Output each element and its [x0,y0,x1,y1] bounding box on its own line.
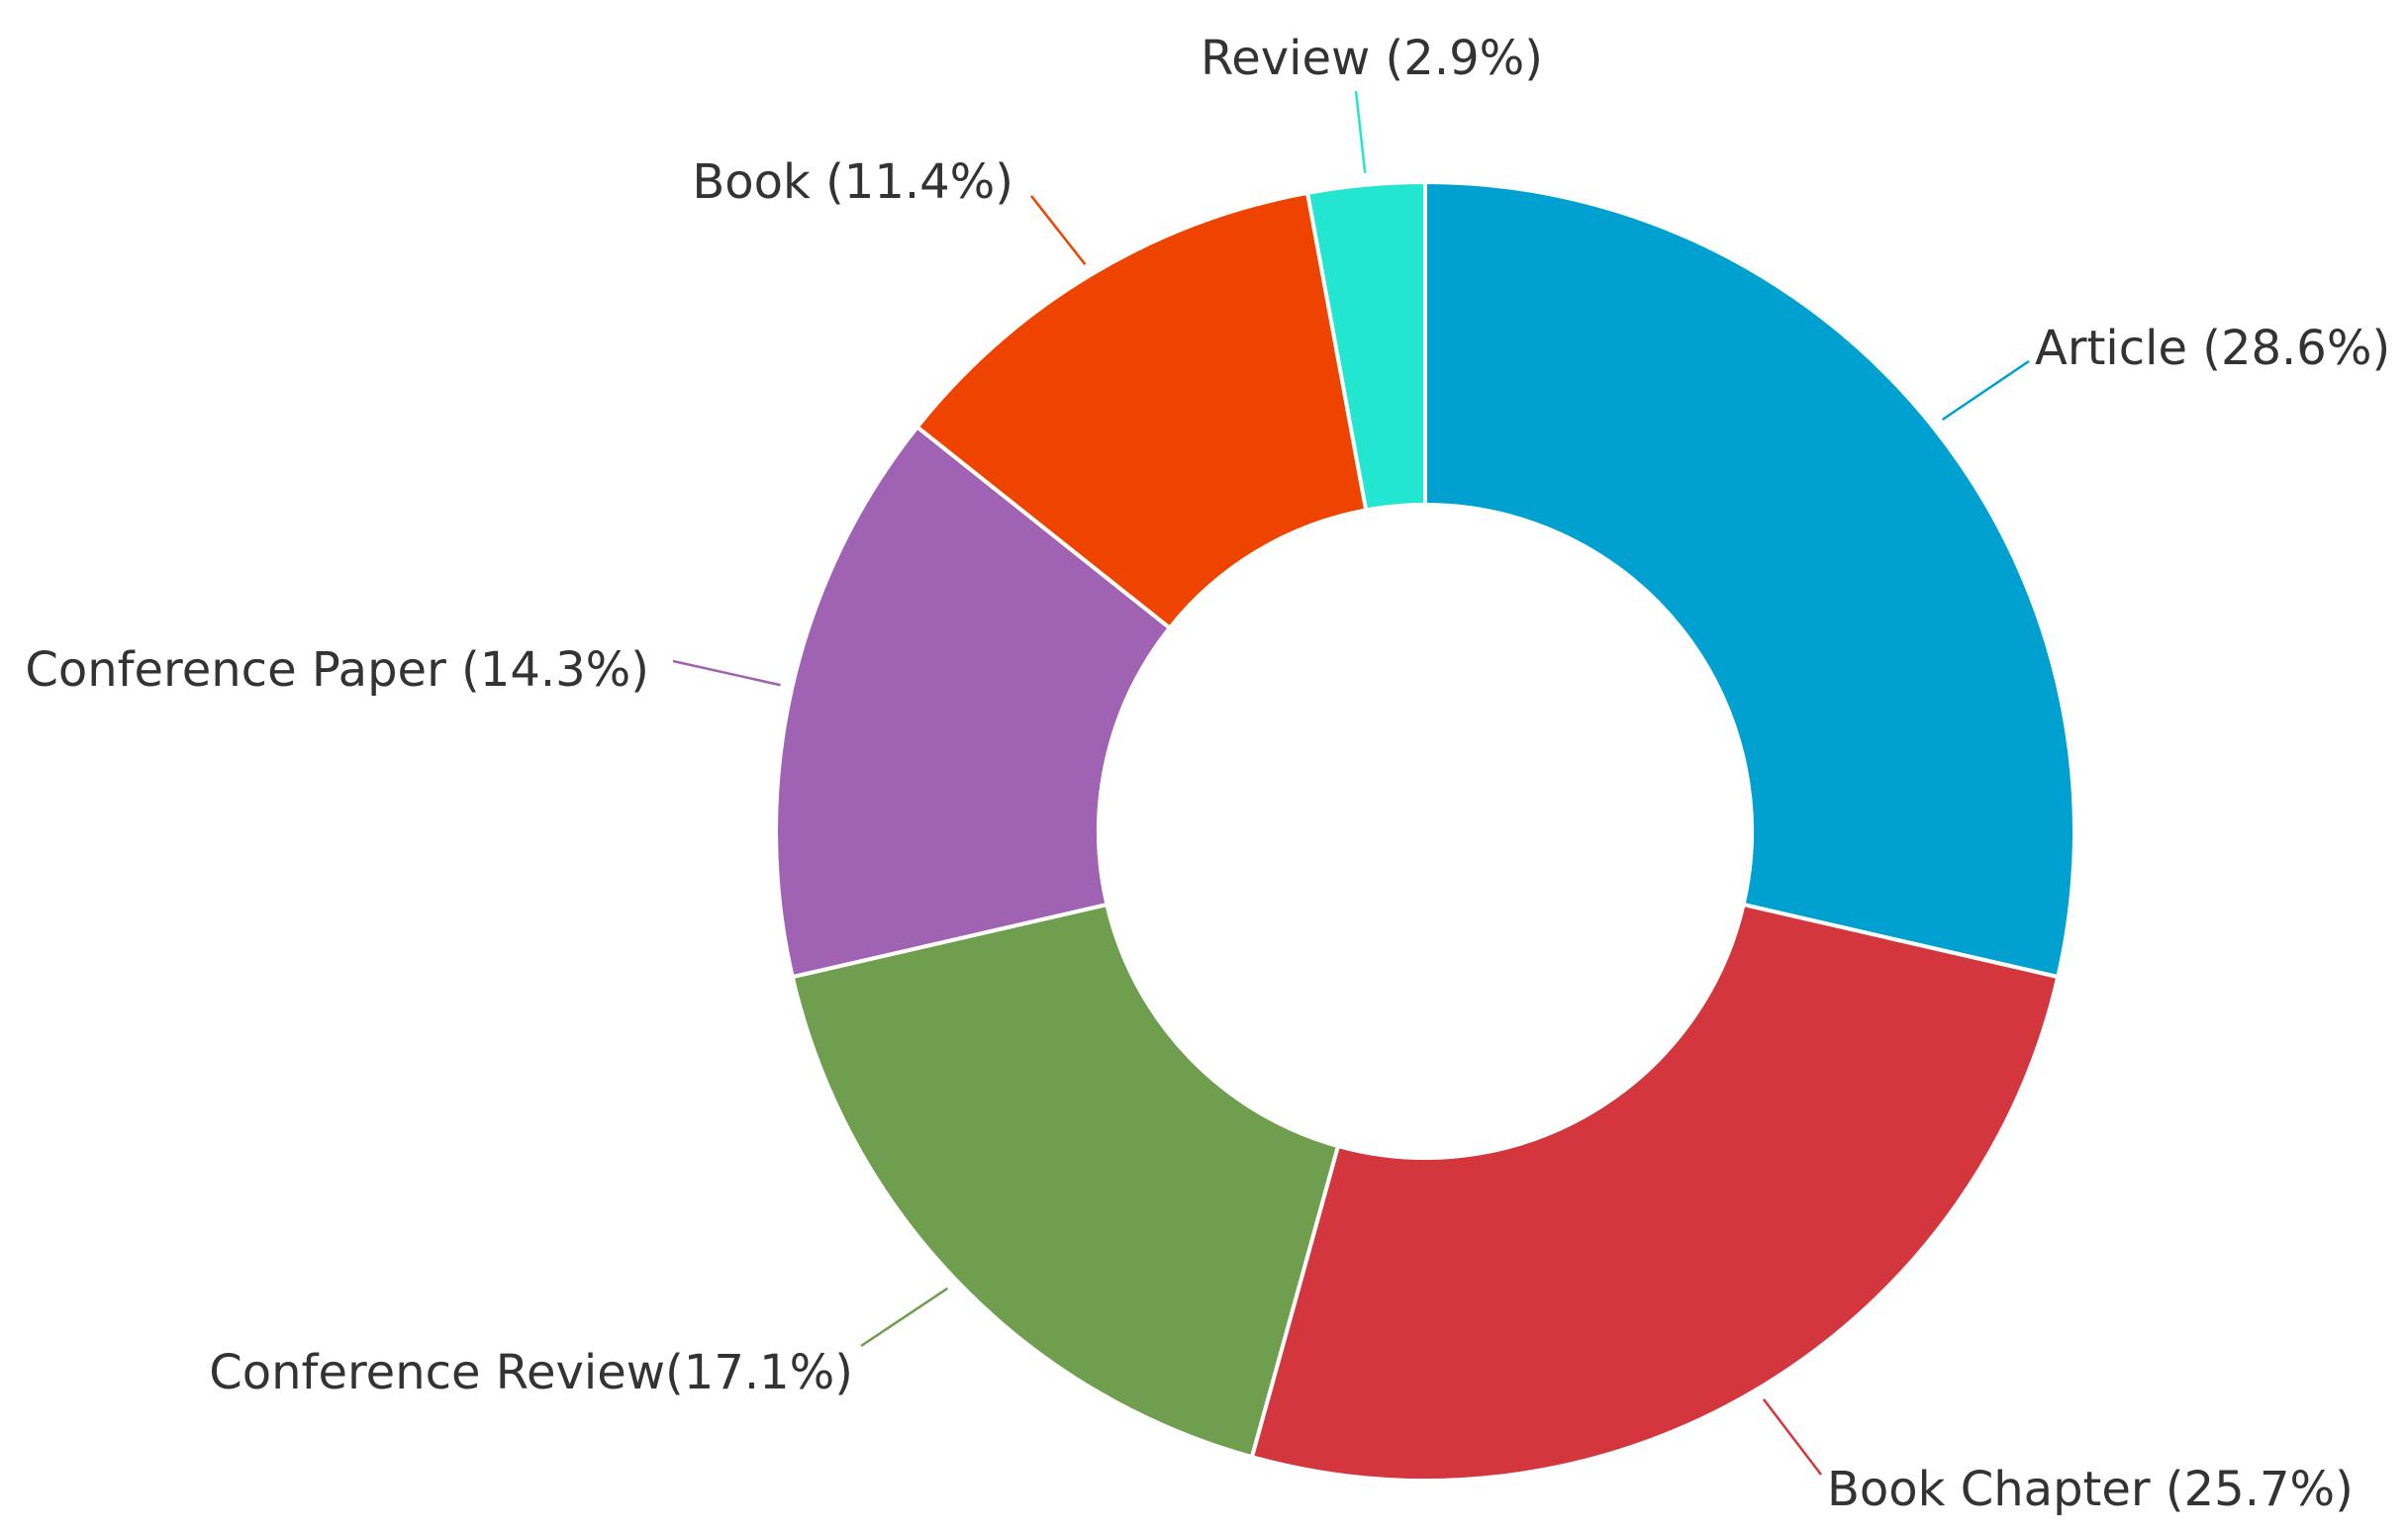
slices-layer [774,179,2076,1483]
labels-layer: Article (28.6%) Book Chapter (25.7%) Confe… [25,31,2390,1517]
slice-article[interactable] [1423,179,2076,980]
label-review: Review (2.9%) [1201,31,1543,86]
slice-book-chapter[interactable] [1249,902,2061,1483]
leader-line-article [1941,359,2030,422]
leader-line-conference-review [860,1287,949,1348]
label-article: Article (28.6%) [2035,321,2390,376]
leader-lines-layer [672,90,2030,1476]
label-book-chapter: Book Chapter (25.7%) [1827,1462,2354,1517]
leader-line-book-chapter [1762,1398,1822,1476]
leader-line-conference-paper [672,659,781,687]
label-book: Book (11.4%) [692,154,1013,210]
leader-line-review [1354,90,1367,173]
label-conference-paper: Conference Paper (14.3%) [25,642,649,698]
slice-conference-paper[interactable] [774,424,1173,980]
slice-review[interactable] [1304,179,1427,513]
leader-line-book [1030,195,1087,265]
slice-conference-review[interactable] [790,902,1341,1460]
slice-book[interactable] [914,190,1369,631]
label-conference-review: Conference Review(17.1%) [209,1345,853,1400]
